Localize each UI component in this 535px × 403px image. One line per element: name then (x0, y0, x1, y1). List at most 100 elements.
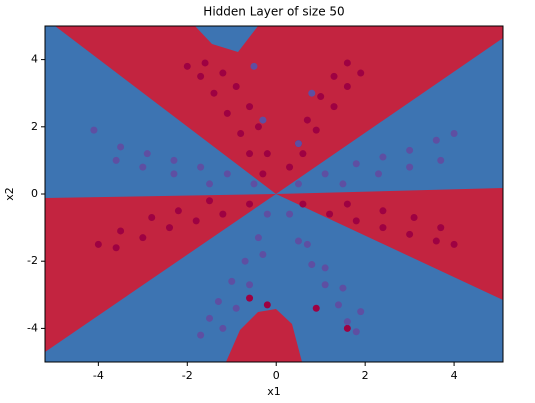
point (228, 277, 236, 285)
point (303, 116, 311, 124)
point (246, 103, 254, 111)
x-tick-label: 0 (273, 369, 280, 382)
point (223, 170, 231, 178)
point (334, 301, 342, 309)
point (237, 130, 245, 138)
point (117, 143, 125, 151)
point (94, 240, 102, 248)
point (432, 136, 440, 144)
points (90, 59, 458, 339)
point (294, 140, 302, 148)
y-axis-label: x2 (3, 187, 16, 201)
point (197, 331, 205, 339)
point (286, 163, 294, 171)
point (166, 224, 174, 232)
region-red (276, 188, 503, 300)
y-tick-label: -4 (27, 321, 38, 334)
point (148, 214, 156, 222)
point (259, 170, 267, 178)
point (406, 163, 414, 171)
point (219, 69, 227, 77)
point (246, 294, 254, 302)
point (379, 224, 387, 232)
point (379, 153, 387, 161)
point (343, 82, 351, 90)
point (379, 207, 387, 215)
chart-title: Hidden Layer of size 50 (203, 5, 344, 19)
point (321, 264, 329, 272)
point (339, 284, 347, 292)
point (246, 150, 254, 158)
point (343, 324, 351, 332)
point (174, 207, 182, 215)
point (143, 150, 151, 158)
point (232, 82, 240, 90)
point (263, 210, 271, 218)
point (192, 217, 200, 225)
point (312, 304, 320, 312)
point (450, 130, 458, 138)
point (223, 109, 231, 117)
x-axis-label: x1 (267, 385, 281, 398)
y-tick-label: 4 (31, 53, 38, 66)
point (170, 156, 178, 164)
x-tick-label: -2 (182, 369, 193, 382)
y-tick-label: -2 (27, 254, 38, 267)
point (206, 180, 214, 188)
point (263, 150, 271, 158)
point (170, 170, 178, 178)
region-red (55, 26, 503, 194)
y-tick-label: 0 (31, 187, 38, 200)
point (112, 244, 120, 252)
point (263, 301, 271, 309)
point (312, 126, 320, 134)
point (406, 230, 414, 238)
point (250, 62, 258, 70)
point (357, 308, 365, 316)
point (308, 261, 316, 269)
region-red (45, 194, 276, 352)
point (450, 240, 458, 248)
point (352, 328, 360, 336)
point (206, 197, 214, 205)
point (197, 163, 205, 171)
y-tick-label: 2 (31, 120, 38, 133)
point (339, 180, 347, 188)
point (259, 250, 267, 258)
point (299, 150, 307, 158)
point (259, 116, 267, 124)
point (299, 200, 307, 208)
point (374, 170, 382, 178)
point (437, 224, 445, 232)
point (232, 304, 240, 312)
point (286, 210, 294, 218)
x-tick-label: 4 (451, 369, 458, 382)
region-red (226, 309, 302, 362)
point (254, 234, 262, 242)
point (210, 89, 218, 97)
point (139, 163, 147, 171)
decision-regions (45, 26, 503, 362)
point (330, 103, 338, 111)
point (90, 126, 98, 134)
point (343, 200, 351, 208)
point (326, 210, 334, 218)
point (112, 156, 120, 164)
point (432, 237, 440, 245)
point (197, 72, 205, 80)
point (343, 59, 351, 67)
point (246, 200, 254, 208)
point (352, 160, 360, 168)
point (254, 123, 262, 131)
x-tick-label: -4 (93, 369, 104, 382)
point (343, 318, 351, 326)
point (321, 281, 329, 289)
point (241, 257, 249, 265)
point (294, 237, 302, 245)
point (406, 146, 414, 154)
point (303, 240, 311, 248)
point (139, 234, 147, 242)
point (437, 156, 445, 164)
point (117, 227, 125, 235)
